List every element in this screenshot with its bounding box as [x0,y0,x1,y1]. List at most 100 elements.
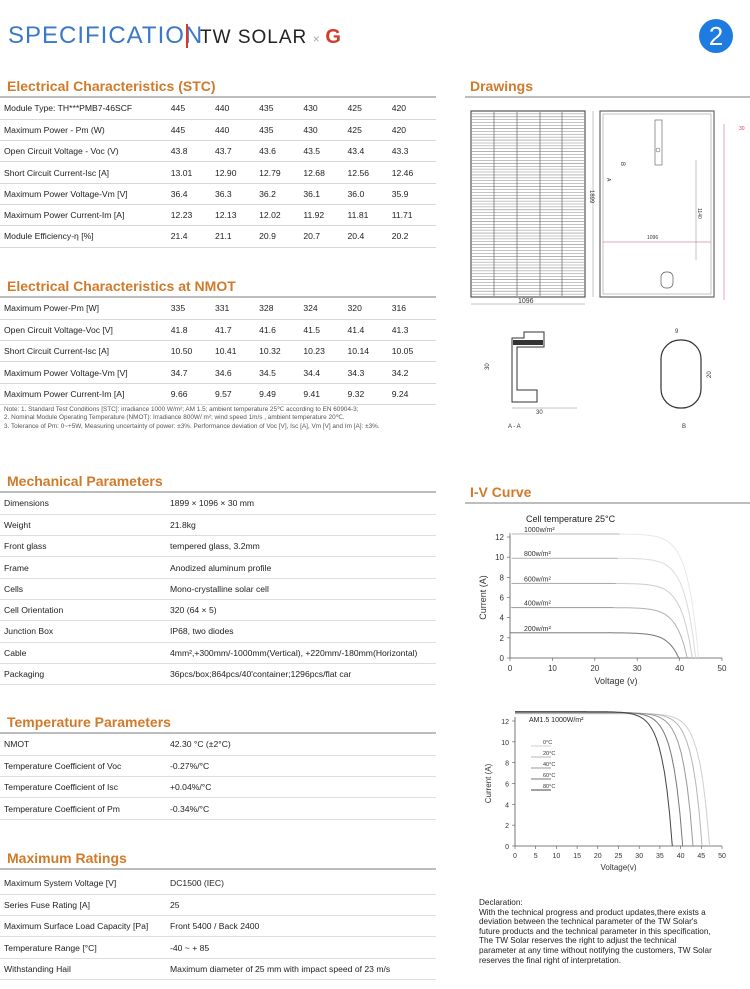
nmot-table: Maximum Power-Pm [W] 335 331 328 324 320 316 Op… [0,298,436,405]
row-value: 331 [214,298,260,320]
spec-row: Short Circuit Current-Isc [A] 13.01 12.90 1… [0,161,436,184]
y-tick-label: 6 [500,594,505,603]
x-tick-label: 30 [635,853,643,860]
junction-hole [655,147,661,153]
series-label: 600w/m² [524,576,552,583]
row-label: Module Efficiency-η [%] [0,225,171,248]
iv-series-line [510,632,680,659]
row-value: 43.5 [303,140,348,163]
spec-row: Maximum Power - Pm (W) 445 440 435 430 425 420 [0,119,436,142]
iv-divider [465,502,750,504]
height-dim: 1899 [588,190,594,204]
legend-label: 60°C [543,773,555,779]
mech-divider [0,491,436,493]
row-value: 335 [170,298,215,320]
row-value: DC1500 (IEC) [170,873,436,895]
page-number-badge: 2 [699,19,733,53]
row-value: 10.05 [391,340,436,363]
spec-row: Maximum Power Current-Im [A] 9.66 9.57 9.49… [0,383,436,405]
row-value: 435 [259,119,304,142]
row-label: Short Circuit Current-Isc [A] [0,340,171,363]
x-tick-label: 35 [656,853,664,860]
row-label: Maximum System Voltage [V] [0,873,170,895]
row-value: 430 [303,98,348,120]
row-value: 36.3 [214,183,260,205]
row-label: Temperature Coefficient of Pm [0,797,170,820]
row-label: Cell Orientation [0,599,170,622]
x-tick-label: 5 [534,853,538,860]
drawings-section-title: Drawings [470,78,534,94]
declaration-line: With the technical progress and product … [479,907,706,917]
row-value: 12.90 [214,161,260,184]
row-label: Temperature Coefficient of Isc [0,776,170,799]
row-value: Front 5400 / Back 2400 [170,915,436,938]
spec-row: Packaging 36pcs/box;864pcs/40'container;1… [0,663,436,686]
frame-profile-aa [511,331,545,403]
row-value: -0.27%/°C [170,755,436,778]
row-value: 430 [303,119,348,142]
spec-row: Series Fuse Rating [A] 25 [0,894,436,917]
row-value: 9.24 [391,383,436,405]
row-value: 35.9 [391,183,436,205]
row-value: 36.4 [170,183,215,205]
x-tick-label: 20 [594,853,602,860]
row-value: 41.8 [170,319,215,342]
iv-chart-irradiance: 0 2 4 6 8 10 12 0 10 20 30 40 50 Voltage (v) Current (… [478,514,727,686]
y-tick-label: 4 [505,802,509,809]
module-back-view [599,110,715,298]
declaration-line: deviation between the technical paramete… [479,917,698,927]
row-value: -0.34%/°C [170,797,436,820]
row-value: Mono-crystalline solar cell [170,578,436,600]
declaration-line: future products and the technical parame… [479,926,711,936]
row-label: Short Circuit Current-Isc [A] [0,161,171,184]
frame-width-dim: 30 [536,410,543,416]
declaration-line: The TW Solar reserves the right to adjus… [479,936,677,946]
row-label: Maximum Surface Load Capacity [Pa] [0,915,170,938]
stc-divider [0,96,436,98]
x-tick-label: 20 [590,664,599,673]
row-value: 41.6 [259,319,304,342]
y-tick-label: 8 [500,573,505,582]
chart-title: AM1.5 1000W/m² [529,717,584,724]
brand-x: × [312,32,320,46]
spec-row: Temperature Coefficient of Pm -0.34%/°C [0,797,436,820]
row-label: Maximum Power Current-Im [A] [0,383,171,405]
row-value: 10.50 [170,340,215,363]
maxr-section-title: Maximum Ratings [7,850,127,866]
row-value: 36.2 [259,183,304,205]
chart-title: Cell temperature 25°C [526,514,616,524]
row-label: Front glass [0,535,170,558]
iv-series-line [515,711,673,847]
mech-table: Dimensions 1899 × 1096 × 30 mm Weight 21.8k… [0,493,436,686]
y-tick-label: 8 [505,761,509,768]
x-tick-label: 30 [633,664,642,673]
brand-g: G [325,26,341,48]
row-value: 11.92 [303,204,348,227]
row-value: 34.5 [259,361,304,384]
row-value: 41.5 [303,319,348,342]
hole-dim: 30 [739,126,745,132]
spec-row: Maximum Power Voltage-Vm [V] 34.7 34.6 34.5… [0,361,436,384]
y-tick-label: 10 [501,740,509,747]
row-value: Maximum diameter of 25 mm with impact sp… [170,958,436,980]
spec-row: NMOT 42.30 °C (±2°C) [0,734,436,756]
row-label: Cable [0,642,170,664]
row-value: 36.1 [303,183,348,205]
spec-row: Temperature Coefficient of Isc +0.04%/°C [0,776,436,799]
declaration: Declaration: With the technical progress… [479,898,741,965]
row-value: 12.02 [259,204,304,227]
row-value: 43.7 [214,140,260,163]
row-label: NMOT [0,734,170,756]
row-value: 34.4 [303,361,348,384]
declaration-line: reserves the final right of interpretati… [479,955,621,965]
row-value: 12.68 [303,161,348,184]
row-label: Maximum Power Voltage-Vm [V] [0,361,171,384]
row-value: IP68, two diodes [170,620,436,643]
row-value: 43.6 [259,140,304,163]
series-label: 1000w/m² [524,527,555,534]
row-value: 9.66 [170,383,215,405]
row-value: 4mm²,+300mm/-1000mm(Vertical), +220mm/-1… [170,642,436,664]
row-value: 9.49 [259,383,304,405]
row-value: 11.81 [347,204,392,227]
row-value: 42.30 °C (±2°C) [170,734,436,756]
